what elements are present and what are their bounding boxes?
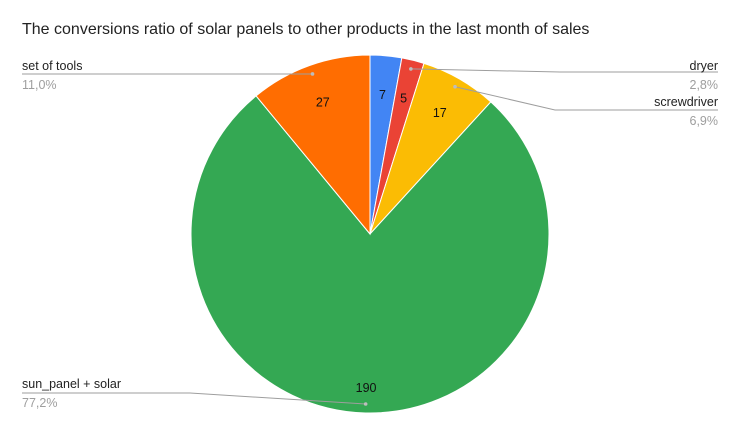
slice-value-0: 7 bbox=[379, 88, 386, 102]
leader-lines bbox=[22, 67, 718, 406]
slice-value-1: 5 bbox=[400, 91, 407, 105]
label-set-of-tools: set of tools bbox=[22, 59, 82, 73]
leader-screwdriver bbox=[454, 86, 718, 111]
label-screwdriver: screwdriver bbox=[654, 95, 718, 109]
percent-set-of-tools: 11,0% bbox=[22, 78, 57, 92]
pie-slice-4 bbox=[255, 54, 371, 236]
leader-sun-panel-solar-dot bbox=[363, 402, 368, 406]
label-dryer: dryer bbox=[690, 59, 718, 73]
leader-dryer bbox=[410, 68, 718, 73]
label-sun-panel-solar: sun_panel + solar bbox=[22, 377, 121, 391]
percent-screwdriver: 6,9% bbox=[690, 114, 719, 128]
slice-value-4: 27 bbox=[316, 96, 330, 110]
leader-set-of-tools-dot bbox=[310, 72, 315, 76]
pie-slices bbox=[190, 54, 550, 414]
percent-sun-panel-solar: 77,2% bbox=[22, 396, 57, 410]
leader-sun-panel-solar bbox=[22, 392, 366, 405]
percent-dryer: 2,8% bbox=[690, 78, 719, 92]
slice-labels: 7 5 17 190 27 bbox=[316, 88, 447, 395]
leader-dryer-dot bbox=[409, 67, 413, 71]
leader-screwdriver-dot bbox=[453, 84, 457, 89]
pie-slice-3 bbox=[190, 95, 550, 414]
slice-value-2: 17 bbox=[433, 106, 447, 120]
chart-title: The conversions ratio of solar panels to… bbox=[22, 21, 590, 38]
slice-value-3: 190 bbox=[356, 381, 377, 395]
